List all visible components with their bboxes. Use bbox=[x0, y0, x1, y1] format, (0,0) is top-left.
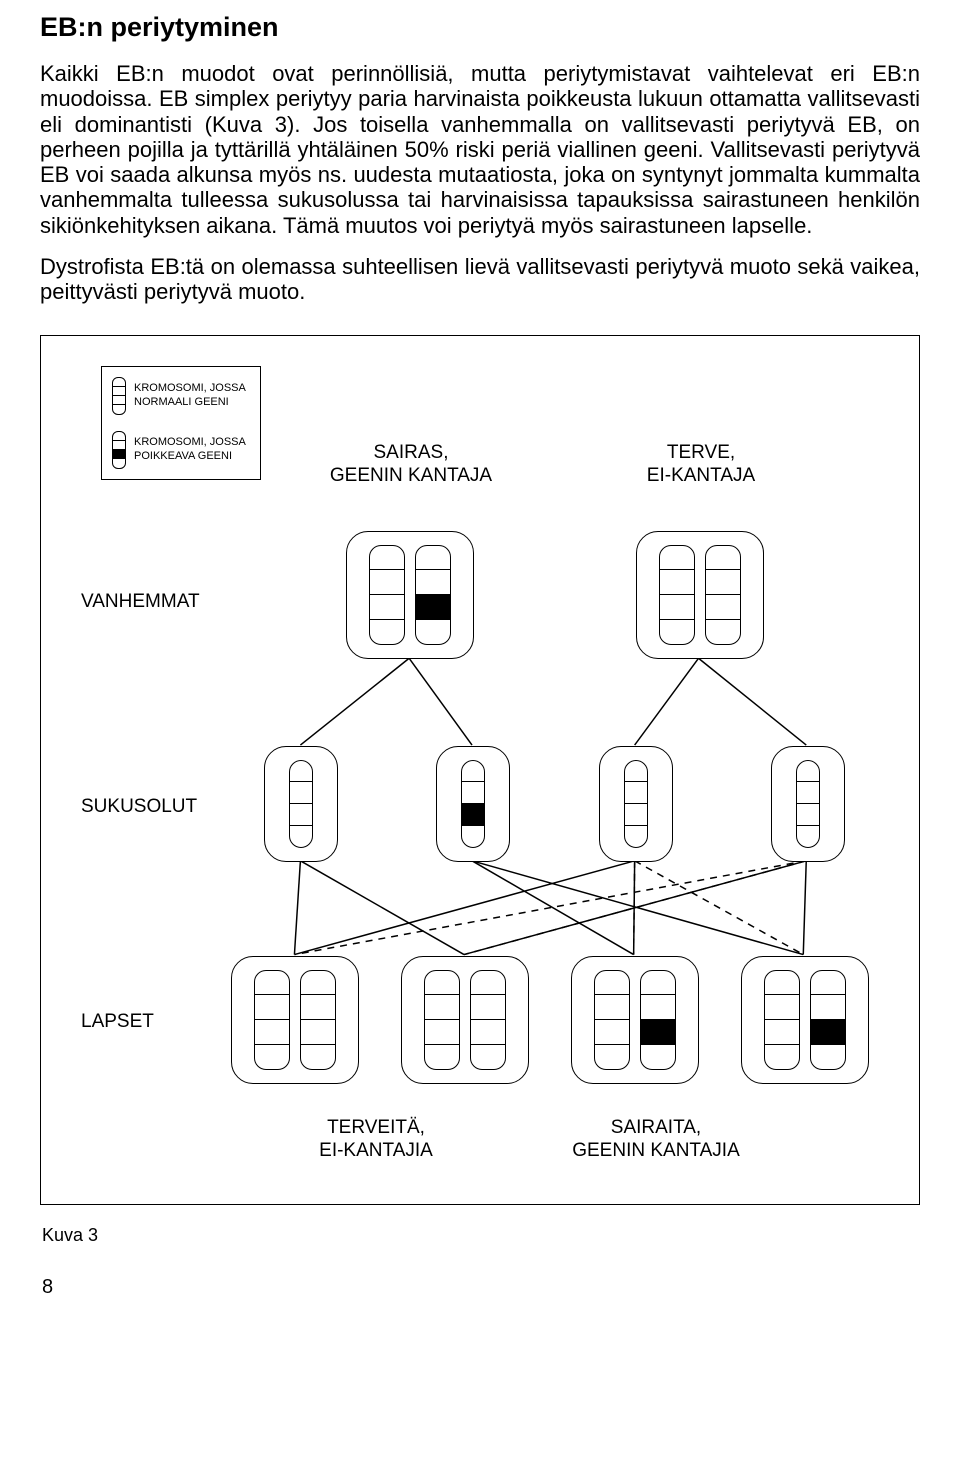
gamete-cell bbox=[436, 746, 510, 862]
figure-caption: Kuva 3 bbox=[42, 1225, 920, 1246]
row-label-children: LAPSET bbox=[81, 1011, 154, 1033]
chromosome-icon bbox=[461, 760, 485, 848]
chromosome-icon bbox=[424, 970, 460, 1070]
legend-normal: KROMOSOMI, JOSSANORMAALI GEENI bbox=[112, 377, 246, 415]
chromosome-icon bbox=[796, 760, 820, 848]
child-cell bbox=[571, 956, 699, 1084]
parent-cell bbox=[346, 531, 474, 659]
chromosome-icon bbox=[254, 970, 290, 1070]
chromosome-icon bbox=[640, 970, 676, 1070]
legend-normal-chrom-icon bbox=[112, 377, 126, 415]
paragraph-1: Kaikki EB:n muodot ovat perinnöllisiä, m… bbox=[40, 61, 920, 238]
page-title: EB:n periytyminen bbox=[40, 12, 920, 43]
legend-mutant-chrom-icon bbox=[112, 431, 126, 469]
chromosome-icon bbox=[705, 545, 741, 645]
bottom-label-affected: SAIRAITA,GEENIN KANTAJIA bbox=[546, 1116, 766, 1164]
chromosome-icon bbox=[624, 760, 648, 848]
child-cell bbox=[231, 956, 359, 1084]
legend-mutant-text: KROMOSOMI, JOSSAPOIKKEAVA GEENI bbox=[134, 436, 246, 462]
page-number: 8 bbox=[42, 1276, 920, 1299]
chromosome-icon bbox=[810, 970, 846, 1070]
gamete-cell bbox=[771, 746, 845, 862]
chromosome-icon bbox=[415, 545, 451, 645]
chromosome-icon bbox=[659, 545, 695, 645]
header-healthy: TERVE,EI-KANTAJA bbox=[591, 441, 811, 489]
row-label-gametes: SUKUSOLUT bbox=[81, 796, 197, 818]
header-affected: SAIRAS,GEENIN KANTAJA bbox=[301, 441, 521, 489]
row-label-parents: VANHEMMAT bbox=[81, 591, 200, 613]
parent-cell bbox=[636, 531, 764, 659]
child-cell bbox=[741, 956, 869, 1084]
paragraph-2: Dystrofista EB:tä on olemassa suhteellis… bbox=[40, 254, 920, 305]
gamete-cell bbox=[599, 746, 673, 862]
inheritance-diagram: KROMOSOMI, JOSSANORMAALI GEENI KROMOSOMI… bbox=[40, 335, 920, 1205]
chromosome-icon bbox=[300, 970, 336, 1070]
chromosome-icon bbox=[594, 970, 630, 1070]
gamete-cell bbox=[264, 746, 338, 862]
child-cell bbox=[401, 956, 529, 1084]
legend: KROMOSOMI, JOSSANORMAALI GEENI KROMOSOMI… bbox=[101, 366, 261, 480]
chromosome-icon bbox=[369, 545, 405, 645]
legend-normal-text: KROMOSOMI, JOSSANORMAALI GEENI bbox=[134, 382, 246, 408]
chromosome-icon bbox=[470, 970, 506, 1070]
legend-mutant: KROMOSOMI, JOSSAPOIKKEAVA GEENI bbox=[112, 431, 246, 469]
chromosome-icon bbox=[289, 760, 313, 848]
bottom-label-healthy: TERVEITÄ,EI-KANTAJIA bbox=[266, 1116, 486, 1164]
chromosome-icon bbox=[764, 970, 800, 1070]
